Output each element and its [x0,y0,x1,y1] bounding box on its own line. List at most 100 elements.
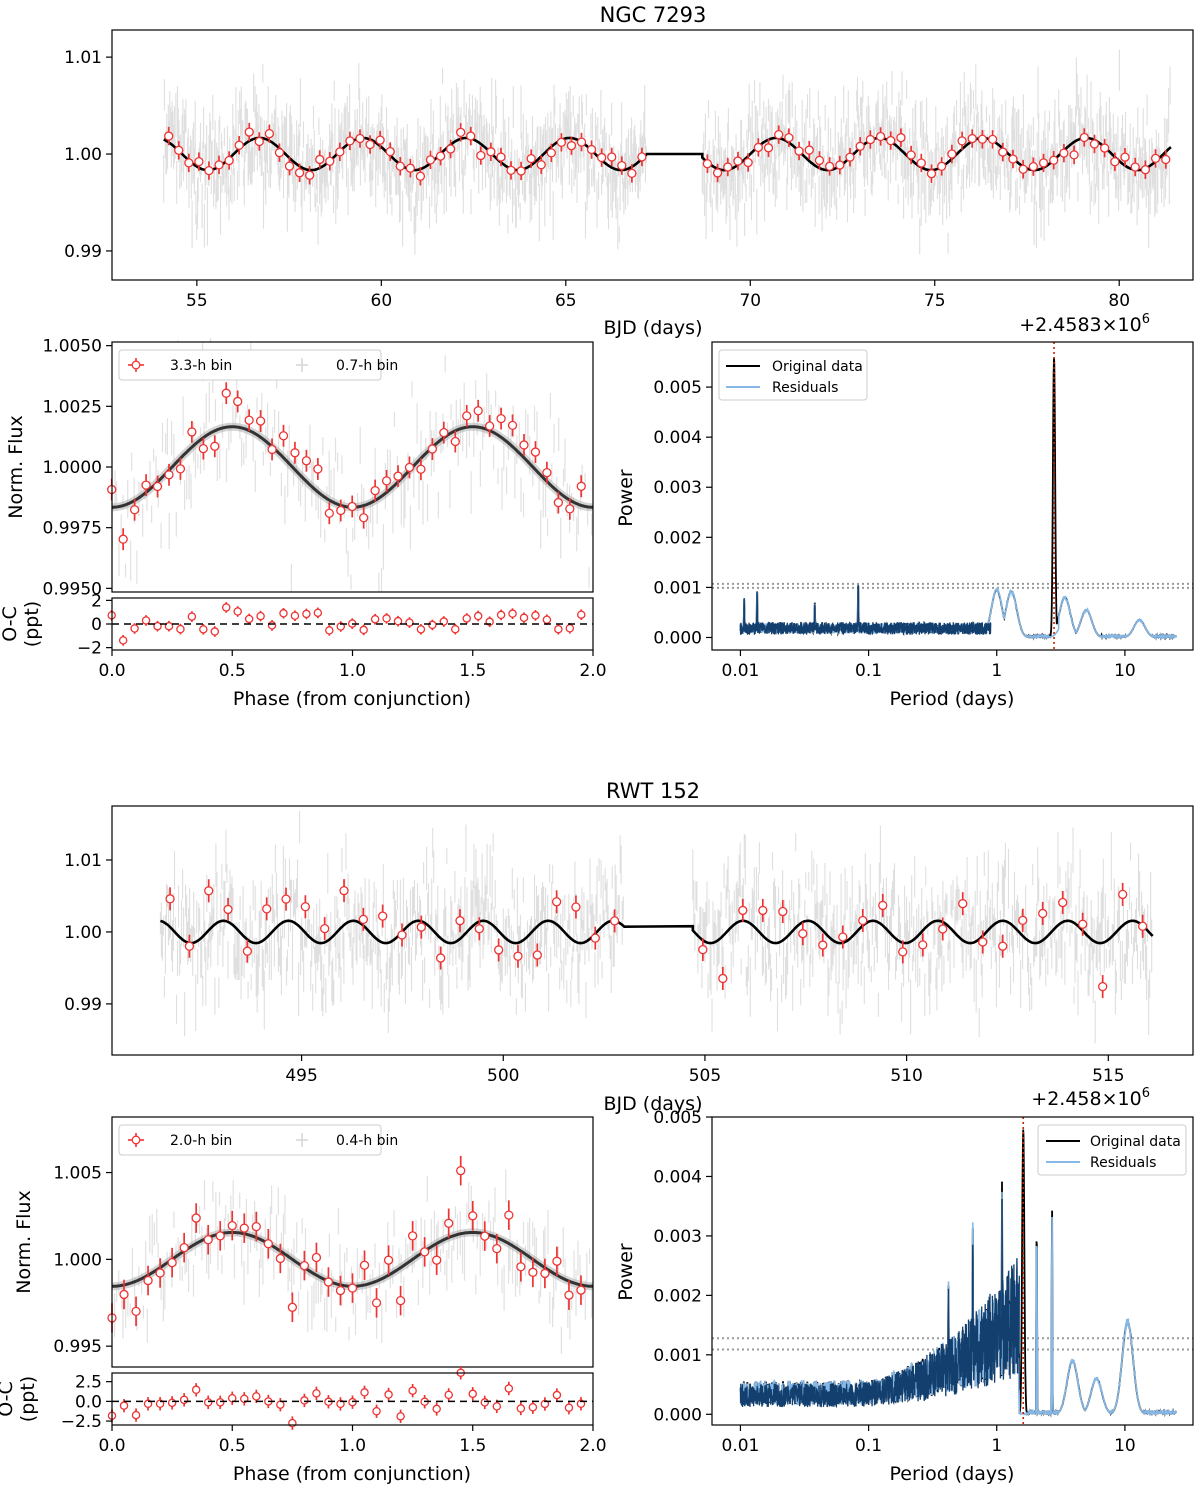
data-marker [474,924,484,934]
data-marker [480,1231,490,1241]
x-tick-label: 0.5 [219,661,246,681]
data-marker [607,152,617,162]
x-axis-ticks: 55 60 65 70 75 80 [186,280,1130,311]
data-marker [473,611,483,621]
binned-data-point [191,1383,201,1397]
binned-data-point [552,1388,562,1402]
binned-data-point [336,499,346,522]
data-marker [835,160,845,170]
binned-data-point [347,1273,358,1303]
data-marker [493,945,504,955]
data-marker [320,923,330,934]
data-marker [233,396,243,407]
data-marker [1058,897,1068,908]
binned-data-point [506,161,516,180]
binned-data-point [818,933,828,957]
data-marker [264,129,275,139]
data-marker [299,1260,310,1271]
legend-original-label: Original data [772,359,863,375]
binned-data-point [551,890,562,914]
data-marker [360,1388,369,1397]
data-marker [234,140,244,150]
binned-data-point [416,458,426,481]
data-marker [262,904,272,914]
binned-data-point [496,609,506,621]
binned-data-point [462,613,471,624]
data-marker [845,152,855,162]
data-marker [556,137,567,147]
data-marker [385,146,395,157]
data-marker [383,1255,394,1265]
binned-data-point [385,142,395,161]
binned-data-point [371,1288,382,1318]
data-marker [278,431,289,441]
x-tick-label: 1 [991,1436,1002,1456]
binned-data-point [325,625,334,636]
data-marker [152,481,163,492]
data-marker [155,1268,165,1278]
binned-data-point [516,1401,526,1416]
data-marker [519,613,529,623]
y-tick-label: 0.000 [653,628,702,648]
binned-data-point [214,155,224,175]
legend-binned-label: 2.0-h bin [170,1133,232,1149]
binned-data-point [267,620,277,631]
data-marker [191,1385,201,1395]
binned-data-point [444,1388,453,1402]
phase-x-ticks: 0.0 0.5 1.0 1.5 2.0 [98,650,607,681]
data-marker [738,905,748,916]
binned-data-point [215,1395,225,1410]
binned-data-point [1028,157,1039,176]
binned-data-point [1161,150,1171,169]
binned-data-point [405,158,415,178]
data-marker [506,165,516,176]
data-marker [179,1242,189,1253]
binned-data-point [176,623,185,635]
x-tick-label: 60 [371,291,393,311]
data-marker [1110,157,1120,167]
data-marker [203,1235,213,1245]
data-marker [416,922,426,932]
x-tick-label: 70 [739,291,761,311]
data-marker [702,159,713,169]
binned-data-point [432,1402,441,1416]
y-tick-label: −2 [77,639,102,659]
binned-data-point [290,441,300,464]
x-tick-label: 65 [555,291,577,311]
data-marker [436,953,446,963]
binned-data-point [290,610,300,622]
binned-data-point [886,131,896,150]
binned-data-point [284,156,295,176]
binned-data-point [590,926,600,950]
binned-data-point [215,1221,225,1251]
binned-data-point [251,1211,261,1242]
data-marker [987,134,998,145]
time-offset-exponent: 6 [1142,1086,1150,1101]
y-tick-label: 1.00 [64,145,102,165]
data-marker [794,146,804,156]
residuals-dense-region [739,584,992,636]
binned-data-point [531,610,540,621]
data-marker [305,170,315,180]
data-marker [1089,139,1100,149]
periodogram-frame [711,1116,1194,1426]
binned-data-point [184,934,195,958]
data-marker [275,1253,286,1264]
data-marker [210,441,220,451]
data-marker [279,609,288,618]
binned-data-point [405,617,414,628]
time-offset-label: +2.4583×106 [1019,312,1150,336]
binned-data-point [468,1201,478,1231]
binned-data-point [516,161,526,181]
binned-data-point [450,430,460,453]
x-tick-label: 10 [1114,1436,1136,1456]
y-tick-label: 1.0025 [43,397,102,417]
binned-data-point [451,623,460,635]
y-tick-label: 0.004 [653,428,702,448]
data-marker [153,621,162,631]
binned-data-point [194,152,204,171]
data-marker [425,155,436,165]
data-marker [167,1257,177,1268]
data-marker [255,416,266,426]
data-marker [1038,158,1049,168]
